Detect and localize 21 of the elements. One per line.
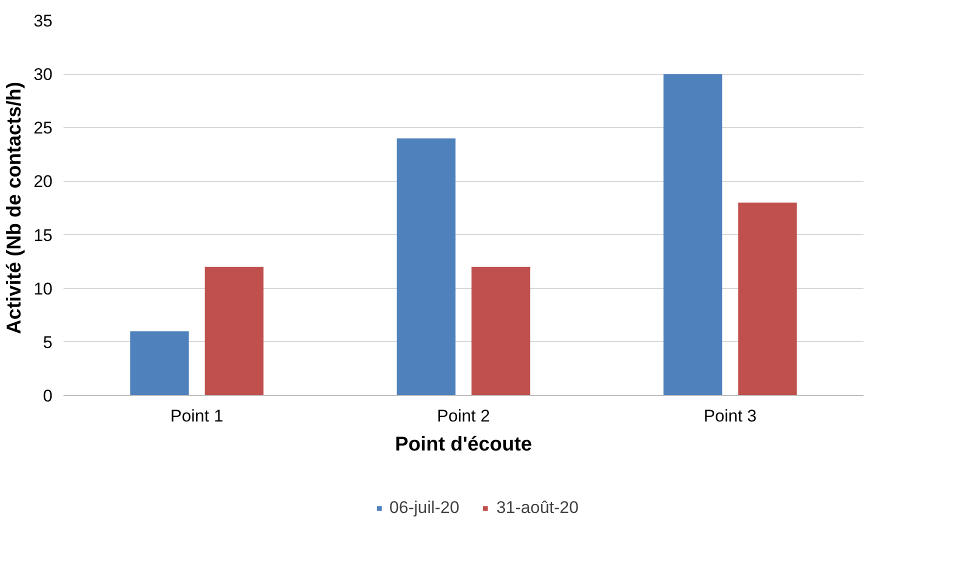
x-tick-label: Point 3: [704, 406, 757, 426]
legend-label: 31-août-20: [496, 498, 579, 518]
bar: [130, 331, 189, 396]
x-axis-title: Point d'écoute: [395, 434, 532, 456]
y-tick-label: 0: [43, 386, 53, 406]
legend-label: 06-juil-20: [389, 498, 460, 518]
y-axis-title: Activité (Nb de contacts/h): [4, 82, 26, 334]
y-tick-label: 25: [34, 118, 53, 138]
bar: [738, 202, 797, 396]
bar: [664, 74, 722, 396]
y-tick-label: 5: [43, 332, 53, 352]
x-tick-label: Point 1: [170, 406, 224, 426]
bar: [472, 266, 530, 396]
x-tick-label: Point 2: [437, 406, 490, 426]
y-tick-label: 15: [34, 226, 53, 245]
y-tick-label: 10: [34, 279, 53, 298]
bar: [396, 138, 456, 396]
y-tick-label: 30: [34, 65, 53, 84]
bar: [204, 266, 264, 396]
y-tick-label: 35: [34, 12, 53, 30]
y-tick-label: 20: [34, 172, 53, 192]
